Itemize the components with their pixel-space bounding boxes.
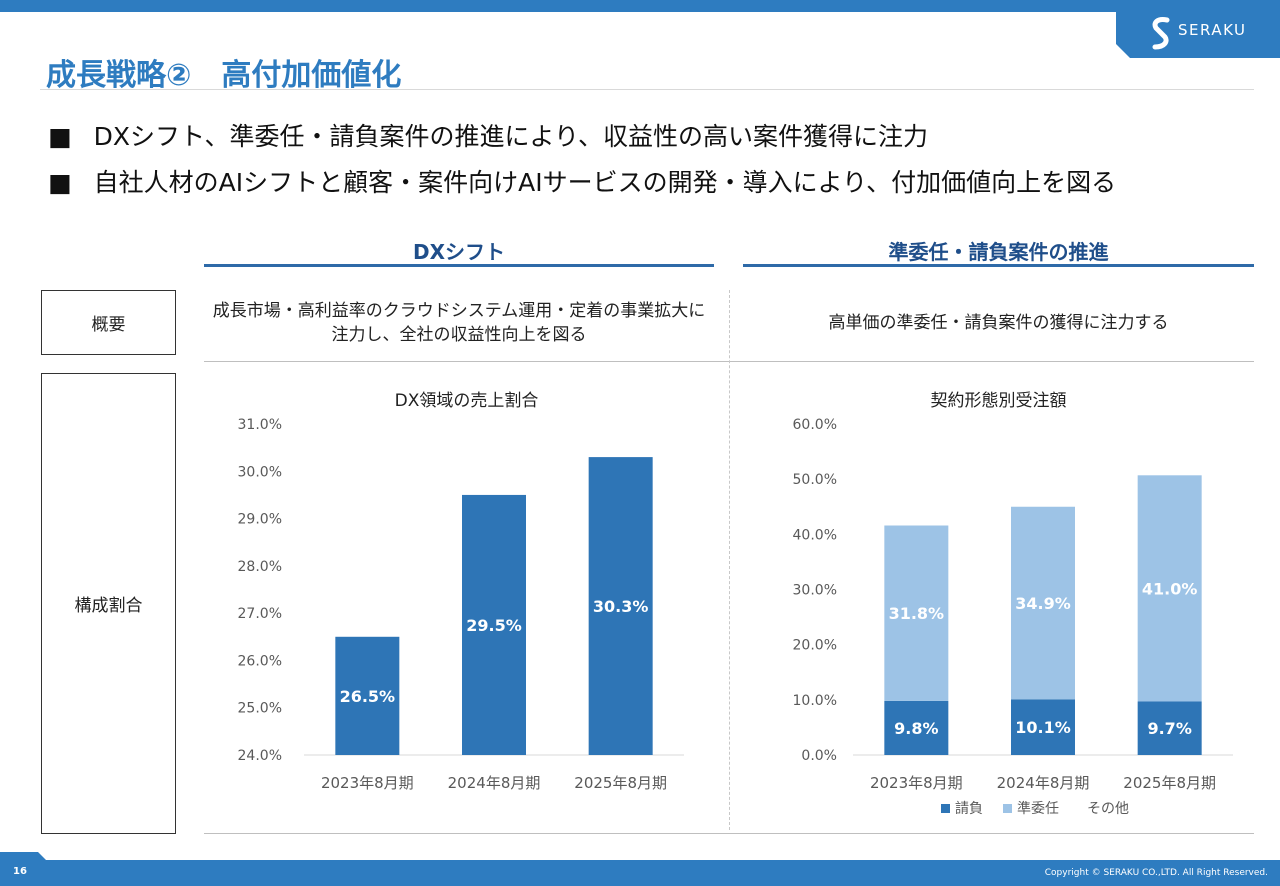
data-label: 31.8% <box>889 604 945 623</box>
bar <box>462 494 526 755</box>
column-heading-underline <box>204 264 714 267</box>
x-tick-label: 2024年8月期 <box>448 774 541 792</box>
y-tick-label: 60.0% <box>793 417 837 433</box>
y-tick-label: 30.0% <box>793 583 837 599</box>
bar <box>588 457 653 755</box>
legend-label: その他 <box>1087 801 1129 817</box>
page-number-tab <box>0 852 52 886</box>
brand-logo-icon <box>1152 17 1170 50</box>
page-title: 成長戦略② 高付加価値化 <box>46 58 402 93</box>
overview-contract: 高単価の準委任・請負案件の獲得に注力する <box>743 311 1254 335</box>
y-tick-label: 30.0% <box>238 464 282 480</box>
column-heading-underline <box>743 264 1254 267</box>
y-tick-label: 24.0% <box>238 748 282 764</box>
y-tick-label: 50.0% <box>793 472 837 488</box>
column-divider <box>729 290 730 830</box>
overview-dx: 成長市場・高利益率のクラウドシステム運用・定着の事業拡大に 注力し、全社の収益性… <box>204 299 714 347</box>
legend-label: 請負 <box>955 801 983 817</box>
x-tick-label: 2024年8月期 <box>997 774 1090 792</box>
bullet-item: ■ DXシフト、準委任・請負案件の推進により、収益性の高い案件獲得に注力 <box>48 117 928 153</box>
overview-line: 成長市場・高利益率のクラウドシステム運用・定着の事業拡大に <box>212 301 706 321</box>
data-label: 29.5% <box>466 616 522 635</box>
y-tick-label: 29.0% <box>238 512 282 528</box>
data-label: 10.1% <box>1015 718 1071 737</box>
brand-logo-panel <box>1116 12 1280 58</box>
title-divider <box>40 89 1254 90</box>
overview-line: 注力し、全社の収益性向上を図る <box>331 325 587 345</box>
chart-contract-type: 0.0% 10.0% 20.0% 30.0% 40.0% 50.0% 60.0% 9.8% 31… <box>793 417 1233 817</box>
x-tick-label: 2025年8月期 <box>574 774 667 792</box>
row-divider <box>204 833 1254 834</box>
overview-line: 高単価の準委任・請負案件の獲得に注力する <box>828 313 1169 333</box>
bullet-square-icon: ■ <box>48 122 72 151</box>
bullet-item: ■ 自社人材のAIシフトと顧客・案件向けAIサービスの開発・導入により、付加価値向… <box>48 163 1116 199</box>
bottom-accent-bar <box>0 860 1280 886</box>
data-label: 30.3% <box>593 597 649 616</box>
chart-title-dx: DX領域の売上割合 <box>394 391 539 411</box>
legend-label: 準委任 <box>1017 801 1059 817</box>
brand-name: SERAKU <box>1178 21 1247 39</box>
y-tick-label: 10.0% <box>793 693 837 709</box>
legend-swatch <box>1003 804 1012 813</box>
stack-segment-請負 <box>884 700 949 755</box>
data-label: 26.5% <box>340 687 396 706</box>
y-tick-label: 27.0% <box>238 606 282 622</box>
stack-segment-準委任 <box>884 525 949 701</box>
chart-title-contract: 契約形態別受注額 <box>930 391 1067 411</box>
x-tick-label: 2025年8月期 <box>1123 774 1216 792</box>
data-label: 41.0% <box>1142 579 1198 598</box>
y-tick-label: 26.0% <box>238 653 282 669</box>
row-label-text: 構成割合 <box>74 596 143 616</box>
stack-segment-準委任 <box>1137 475 1202 702</box>
y-tick-label: 40.0% <box>793 527 837 543</box>
copyright-text: Copyright © SERAKU CO.,LTD. All Right Re… <box>1044 868 1268 878</box>
data-label: 9.7% <box>1147 719 1191 738</box>
y-tick-label: 20.0% <box>793 638 837 654</box>
data-label: 34.9% <box>1015 594 1071 613</box>
bullet-text: DXシフト、準委任・請負案件の推進により、収益性の高い案件獲得に注力 <box>93 122 929 151</box>
row-label-composition: 構成割合 <box>41 373 176 834</box>
y-tick-label: 0.0% <box>801 748 837 764</box>
x-tick-label: 2023年8月期 <box>870 774 963 792</box>
legend-swatch <box>941 804 950 813</box>
page-number: 16 <box>13 866 27 877</box>
column-heading-contract: 準委任・請負案件の推進 <box>888 240 1109 264</box>
y-tick-label: 25.0% <box>238 701 282 717</box>
y-tick-label: 31.0% <box>238 417 282 433</box>
stack-segment-準委任 <box>1011 506 1075 700</box>
y-tick-label: 28.0% <box>238 559 282 575</box>
column-heading-dx: DXシフト <box>412 240 506 264</box>
stack-segment-請負 <box>1137 701 1202 755</box>
top-accent-bar <box>0 0 1280 12</box>
stack-segment-請負 <box>1011 699 1075 755</box>
row-label-text: 概要 <box>91 315 126 335</box>
bullet-text: 自社人材のAIシフトと顧客・案件向けAIサービスの開発・導入により、付加価値向上… <box>93 168 1117 197</box>
row-label-overview: 概要 <box>41 290 176 355</box>
chart-dx-sales-ratio: 24.0% 25.0% 26.0% 27.0% 28.0% 29.0% 30.0% 31.0%… <box>238 417 684 792</box>
data-label: 9.8% <box>894 719 938 738</box>
bullet-square-icon: ■ <box>48 168 72 197</box>
x-tick-label: 2023年8月期 <box>321 774 414 792</box>
bar <box>335 636 400 755</box>
